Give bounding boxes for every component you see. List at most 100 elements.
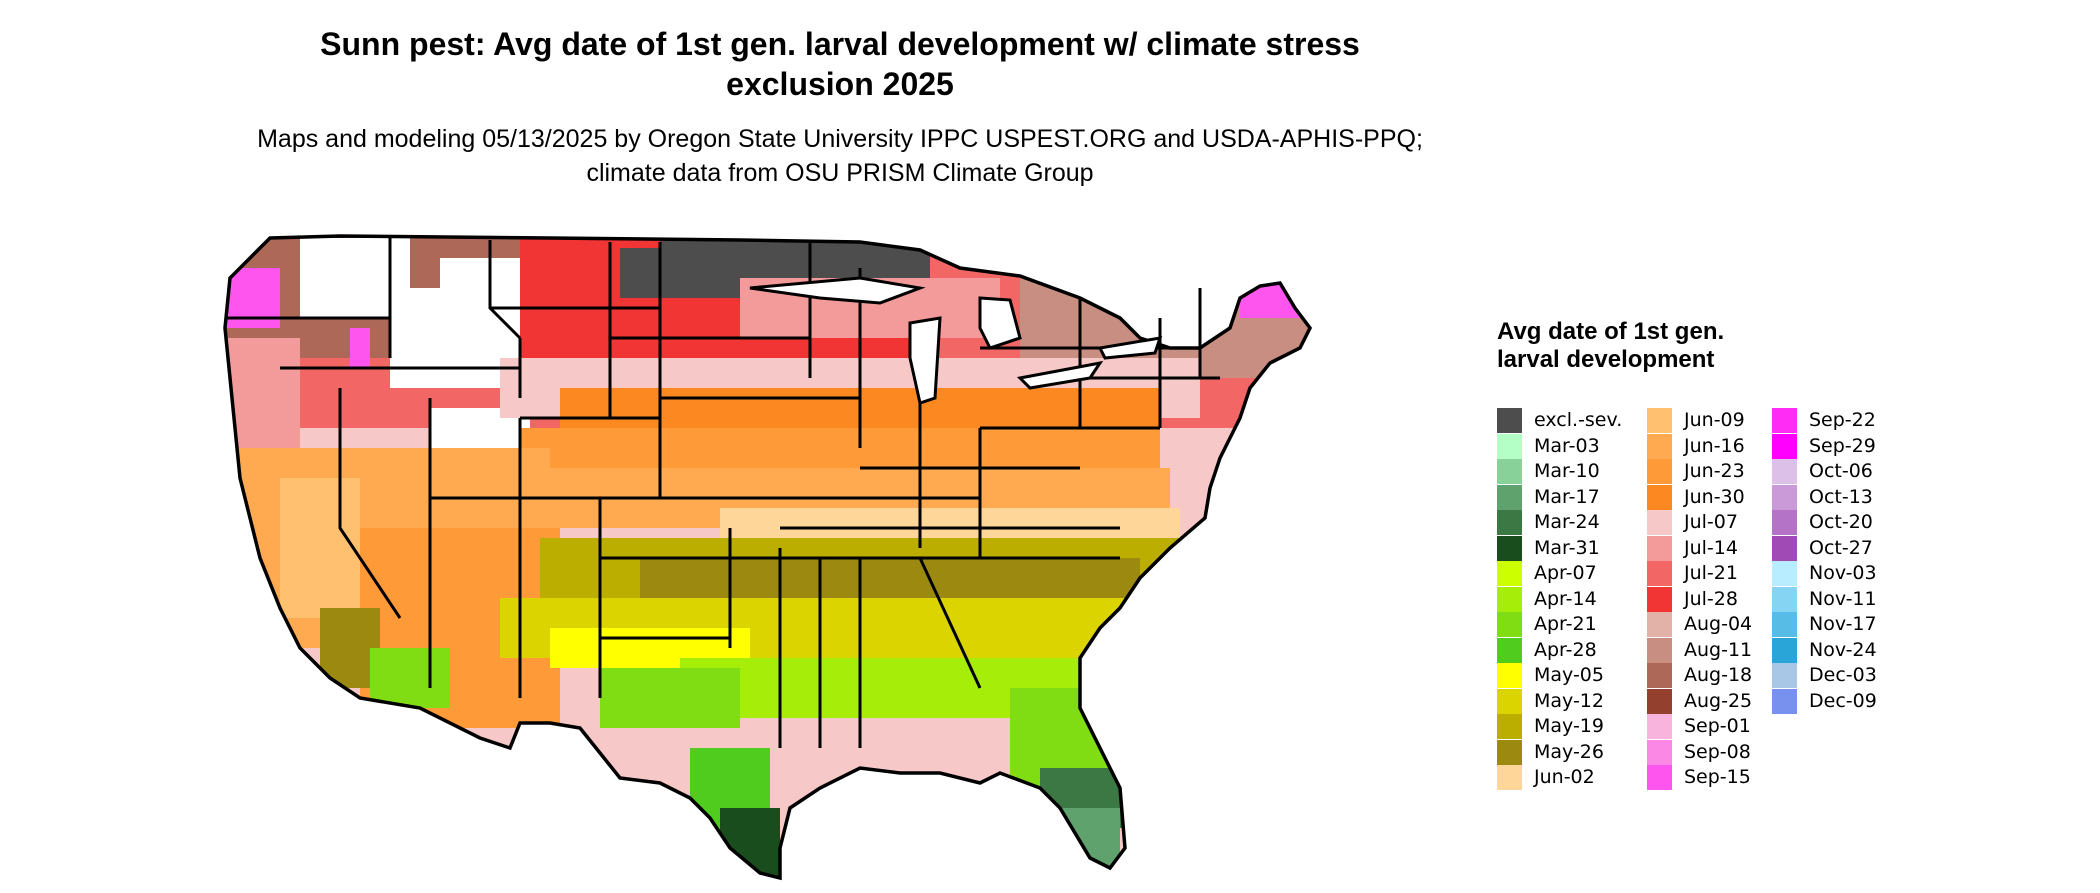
- legend-swatch: [1772, 586, 1797, 612]
- legend-swatch: [1772, 535, 1797, 561]
- legend-label: Nov-11: [1809, 587, 1877, 610]
- legend-item: May-26: [1497, 739, 1637, 766]
- legend-label: Dec-03: [1809, 664, 1877, 686]
- legend-label: May-26: [1534, 740, 1604, 763]
- legend-swatch: [1497, 688, 1522, 714]
- legend-swatch: [1647, 765, 1672, 790]
- legend-item: Aug-18: [1647, 663, 1787, 689]
- legend-item: Aug-11: [1647, 637, 1787, 664]
- legend-swatch: [1497, 408, 1522, 433]
- legend-swatch: [1497, 484, 1522, 510]
- legend-item: Aug-04: [1647, 612, 1787, 638]
- legend-swatch: [1647, 484, 1672, 510]
- legend-item: May-12: [1497, 688, 1637, 715]
- legend-item: Sep-29: [1772, 433, 1912, 460]
- legend-item: excl.-sev.: [1497, 408, 1637, 434]
- legend-item: Apr-21: [1497, 612, 1637, 638]
- legend-label: Oct-06: [1809, 460, 1873, 482]
- legend-swatch: [1772, 663, 1797, 688]
- legend-swatch: [1772, 408, 1797, 433]
- legend-swatch: [1647, 714, 1672, 739]
- legend-item: Apr-14: [1497, 586, 1637, 613]
- legend-item: Jul-14: [1647, 535, 1787, 562]
- legend-label: Mar-31: [1534, 536, 1600, 559]
- legend-label: Sep-15: [1684, 766, 1751, 788]
- legend-label: Mar-10: [1534, 460, 1600, 482]
- legend-label: Jul-07: [1684, 511, 1738, 533]
- legend-item: Apr-07: [1497, 561, 1637, 587]
- legend-label: May-05: [1534, 664, 1604, 686]
- legend-item: Jun-16: [1647, 433, 1787, 460]
- legend-item: Mar-10: [1497, 459, 1637, 485]
- legend-label: Aug-04: [1684, 613, 1753, 635]
- legend-item: Oct-13: [1772, 484, 1912, 511]
- legend-label: Aug-11: [1684, 638, 1753, 661]
- legend-swatch: [1647, 637, 1672, 663]
- legend-swatch: [1647, 739, 1672, 765]
- legend-item: Mar-24: [1497, 510, 1637, 536]
- legend-swatch: [1772, 688, 1797, 714]
- legend-label: Sep-08: [1684, 740, 1751, 763]
- legend-label: Sep-01: [1684, 715, 1751, 737]
- map-title: Sunn pest: Avg date of 1st gen. larval d…: [320, 26, 1360, 102]
- legend-item: Mar-03: [1497, 433, 1637, 460]
- legend-item: Nov-11: [1772, 586, 1912, 613]
- legend-label: Apr-14: [1534, 587, 1597, 610]
- legend-swatch: [1772, 484, 1797, 510]
- legend-swatch: [1772, 510, 1797, 535]
- legend-item: Mar-31: [1497, 535, 1637, 562]
- great-lakes: [749, 276, 1163, 405]
- legend-label: Jul-14: [1684, 536, 1738, 559]
- legend-item: Jun-02: [1497, 765, 1637, 791]
- legend-label: Nov-17: [1809, 613, 1877, 635]
- legend-label: Sep-22: [1809, 409, 1876, 431]
- legend-label: Aug-18: [1684, 664, 1753, 686]
- legend-label: Jun-16: [1684, 434, 1745, 457]
- legend-item: Jun-23: [1647, 459, 1787, 485]
- legend-swatch: [1497, 612, 1522, 637]
- legend-swatch: [1497, 433, 1522, 459]
- legend-label: Aug-25: [1684, 689, 1753, 712]
- legend-item: Nov-24: [1772, 637, 1912, 664]
- legend-swatch: [1647, 408, 1672, 433]
- legend-item: Oct-27: [1772, 535, 1912, 562]
- legend-swatch: [1772, 433, 1797, 459]
- legend-item: Sep-08: [1647, 739, 1787, 766]
- legend-swatch: [1647, 510, 1672, 535]
- legend-item: Oct-06: [1772, 459, 1912, 485]
- legend-swatch: [1497, 637, 1522, 663]
- legend-label: Mar-03: [1534, 434, 1600, 457]
- legend-item: Apr-28: [1497, 637, 1637, 664]
- legend-item: Mar-17: [1497, 484, 1637, 511]
- legend-swatch: [1497, 739, 1522, 765]
- legend-swatch: [1647, 561, 1672, 586]
- legend-swatch: [1772, 637, 1797, 663]
- legend-label: Oct-13: [1809, 485, 1873, 508]
- legend-swatch: [1647, 433, 1672, 459]
- legend-swatch: [1497, 561, 1522, 586]
- legend-label: Mar-24: [1534, 511, 1600, 533]
- legend-swatch: [1497, 714, 1522, 739]
- legend-label: Jun-30: [1684, 485, 1745, 508]
- legend-item: Nov-17: [1772, 612, 1912, 638]
- legend-label: Jun-23: [1684, 460, 1745, 482]
- legend-swatch: [1647, 612, 1672, 637]
- legend-label: May-19: [1534, 715, 1604, 737]
- legend-title: Avg date of 1st gen. larval development: [1497, 318, 1725, 373]
- legend-item: Jun-09: [1647, 408, 1787, 434]
- legend-item: May-05: [1497, 663, 1637, 689]
- legend-swatch: [1772, 612, 1797, 637]
- legend-label: Sep-29: [1809, 434, 1876, 457]
- legend-item: Jun-30: [1647, 484, 1787, 511]
- map-subtitle: Maps and modeling 05/13/2025 by Oregon S…: [257, 125, 1423, 187]
- legend-item: Jul-07: [1647, 510, 1787, 536]
- legend-label: Mar-17: [1534, 485, 1600, 508]
- legend-swatch: [1647, 688, 1672, 714]
- legend-item: Dec-03: [1772, 663, 1912, 689]
- legend-swatch: [1647, 663, 1672, 688]
- legend-swatch: [1647, 535, 1672, 561]
- legend-item: Sep-15: [1647, 765, 1787, 791]
- legend-swatch: [1497, 510, 1522, 535]
- legend-item: Aug-25: [1647, 688, 1787, 715]
- us-map: [223, 234, 1313, 881]
